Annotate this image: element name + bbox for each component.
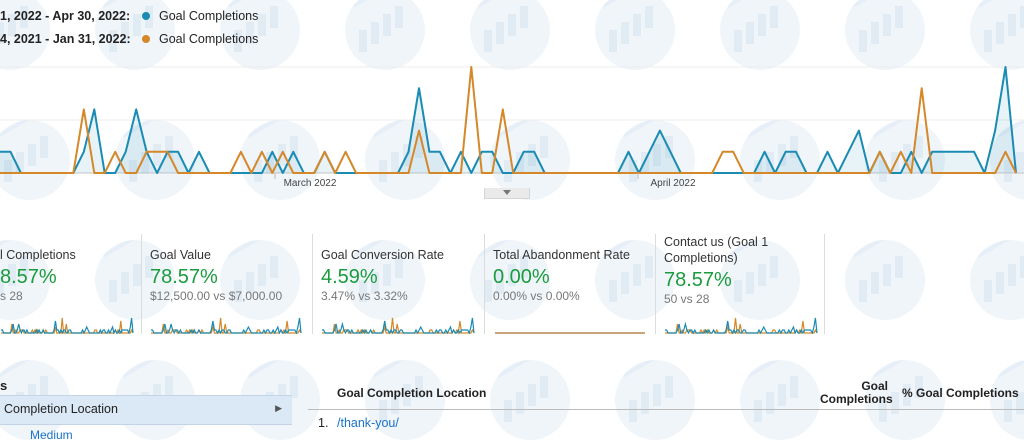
card-divider bbox=[141, 234, 142, 334]
scorecard-title: Goal Conversion Rate bbox=[321, 248, 444, 262]
scorecard-sparkline bbox=[322, 317, 475, 334]
chevron-right-icon: ▶ bbox=[275, 403, 282, 413]
row-index: 1. bbox=[318, 416, 329, 430]
watermark-logo bbox=[845, 0, 925, 70]
scorecard-title: Total Abandonment Rate bbox=[493, 248, 630, 262]
watermark-logo bbox=[615, 360, 695, 440]
scorecard-value: 8.57% bbox=[0, 266, 57, 288]
watermark-logo bbox=[720, 240, 800, 320]
scorecard-sparkline bbox=[151, 317, 302, 334]
watermark-logo bbox=[345, 240, 425, 320]
column-header-completions-line1: Goal bbox=[861, 379, 888, 393]
watermark-logo bbox=[865, 360, 945, 440]
scorecard-compare: $12,500.00 vs $7,000.00 bbox=[150, 289, 283, 303]
column-header-percent[interactable]: % Goal Completions bbox=[902, 386, 1019, 400]
scorecard-compare: s 28 bbox=[0, 289, 23, 303]
legend-date-range: 1, 2022 - Apr 30, 2022: bbox=[0, 8, 131, 23]
watermark-logo bbox=[0, 120, 70, 200]
column-header-location[interactable]: Goal Completion Location bbox=[337, 386, 487, 400]
legend-row-current: 1, 2022 - Apr 30, 2022: Goal Completions bbox=[0, 4, 258, 27]
watermark-logo bbox=[345, 0, 425, 70]
watermark-logo bbox=[990, 360, 1024, 440]
card-divider bbox=[824, 234, 825, 334]
chart-legend: 1, 2022 - Apr 30, 2022: Goal Completions… bbox=[0, 4, 258, 50]
legend-row-previous: 4, 2021 - Jan 31, 2022: Goal Completions bbox=[0, 27, 258, 50]
goal-completions-chart: March 2022 April 2022 bbox=[0, 66, 1024, 189]
table-header-divider bbox=[308, 409, 1024, 410]
dimension-row-label: Completion Location bbox=[4, 402, 118, 416]
scorecard-compare: 0.00% vs 0.00% bbox=[493, 289, 580, 303]
dimension-row-selected[interactable]: Completion Location ▶ bbox=[0, 395, 292, 425]
dimension-table-header: s bbox=[0, 378, 8, 393]
scorecard-value: 78.57% bbox=[664, 269, 732, 291]
sparkline-series bbox=[665, 317, 818, 334]
scorecard-contact-us[interactable]: Contact us (Goal 1 Completions) 78.57% 5… bbox=[664, 234, 822, 334]
legend-dot-icon bbox=[142, 34, 150, 43]
series-line bbox=[0, 66, 1017, 174]
watermark-logo bbox=[470, 240, 550, 320]
month-label: April 2022 bbox=[650, 178, 695, 189]
watermark-logo bbox=[95, 0, 175, 70]
card-divider bbox=[312, 234, 313, 334]
watermark-logo bbox=[220, 240, 300, 320]
scorecard-value: 0.00% bbox=[493, 266, 550, 288]
series-area bbox=[0, 67, 1016, 173]
scorecard-total-abandonment-rate[interactable]: Total Abandonment Rate 0.00% 0.00% vs 0.… bbox=[493, 234, 653, 334]
watermark-logo bbox=[595, 0, 675, 70]
scorecard-value: 78.57% bbox=[150, 266, 218, 288]
watermark-logo bbox=[95, 240, 175, 320]
legend-date-range: 4, 2021 - Jan 31, 2022: bbox=[0, 31, 131, 46]
chart-collapse-handle[interactable] bbox=[484, 188, 530, 199]
month-label: March 2022 bbox=[284, 178, 337, 189]
scorecard-sparkline bbox=[1, 317, 134, 334]
watermark-logo bbox=[740, 360, 820, 440]
series-line bbox=[0, 66, 1017, 174]
column-header-completions-line2: Completions bbox=[820, 392, 893, 406]
watermark-logo bbox=[365, 360, 445, 440]
sparkline-series bbox=[151, 317, 302, 334]
scorecard-goal-value[interactable]: Goal Value 78.57% $12,500.00 vs $7,000.0… bbox=[150, 234, 310, 334]
scorecard-goal-completions[interactable]: l Completions 8.57% s 28 bbox=[0, 234, 138, 334]
watermark-logo bbox=[595, 240, 675, 320]
watermark-logo bbox=[720, 0, 800, 70]
scorecard-title: Contact us (Goal 1 Completions) bbox=[664, 235, 769, 265]
legend-dot-icon bbox=[142, 11, 150, 20]
sparkline-series bbox=[1, 317, 134, 334]
legend-series-label: Goal Completions bbox=[159, 31, 259, 46]
scorecard-title: Goal Value bbox=[150, 248, 211, 262]
scorecard-compare: 3.47% vs 3.32% bbox=[321, 289, 408, 303]
row-location-link[interactable]: /thank-you/ bbox=[337, 416, 399, 430]
card-divider bbox=[655, 234, 656, 334]
dimension-row-next[interactable]: Medium bbox=[30, 428, 73, 442]
scorecard-title: l Completions bbox=[0, 248, 76, 262]
watermark-logo bbox=[220, 0, 300, 70]
scorecard-sparkline bbox=[665, 317, 818, 334]
scorecard-compare: 50 vs 28 bbox=[664, 292, 710, 306]
watermark-logo bbox=[740, 120, 820, 200]
watermark-logo bbox=[615, 120, 695, 200]
watermark-logo bbox=[490, 360, 570, 440]
scorecard-sparkline-flat bbox=[495, 332, 645, 334]
watermark-logo bbox=[470, 0, 550, 70]
sparkline-series bbox=[322, 317, 475, 334]
scorecard-value: 4.59% bbox=[321, 266, 378, 288]
scorecard-goal-conversion-rate[interactable]: Goal Conversion Rate 4.59% 3.47% vs 3.32… bbox=[321, 234, 481, 334]
column-header-completions[interactable]: Goal Completions bbox=[820, 379, 893, 406]
watermark-logo bbox=[490, 120, 570, 200]
scorecards: l Completions 8.57% s 28 Goal Value 78.5… bbox=[0, 234, 826, 334]
watermark-logo bbox=[240, 120, 320, 200]
watermark-logo bbox=[970, 240, 1024, 320]
legend-series-label: Goal Completions bbox=[159, 8, 259, 23]
watermark-logo bbox=[845, 240, 925, 320]
card-divider bbox=[484, 234, 485, 334]
